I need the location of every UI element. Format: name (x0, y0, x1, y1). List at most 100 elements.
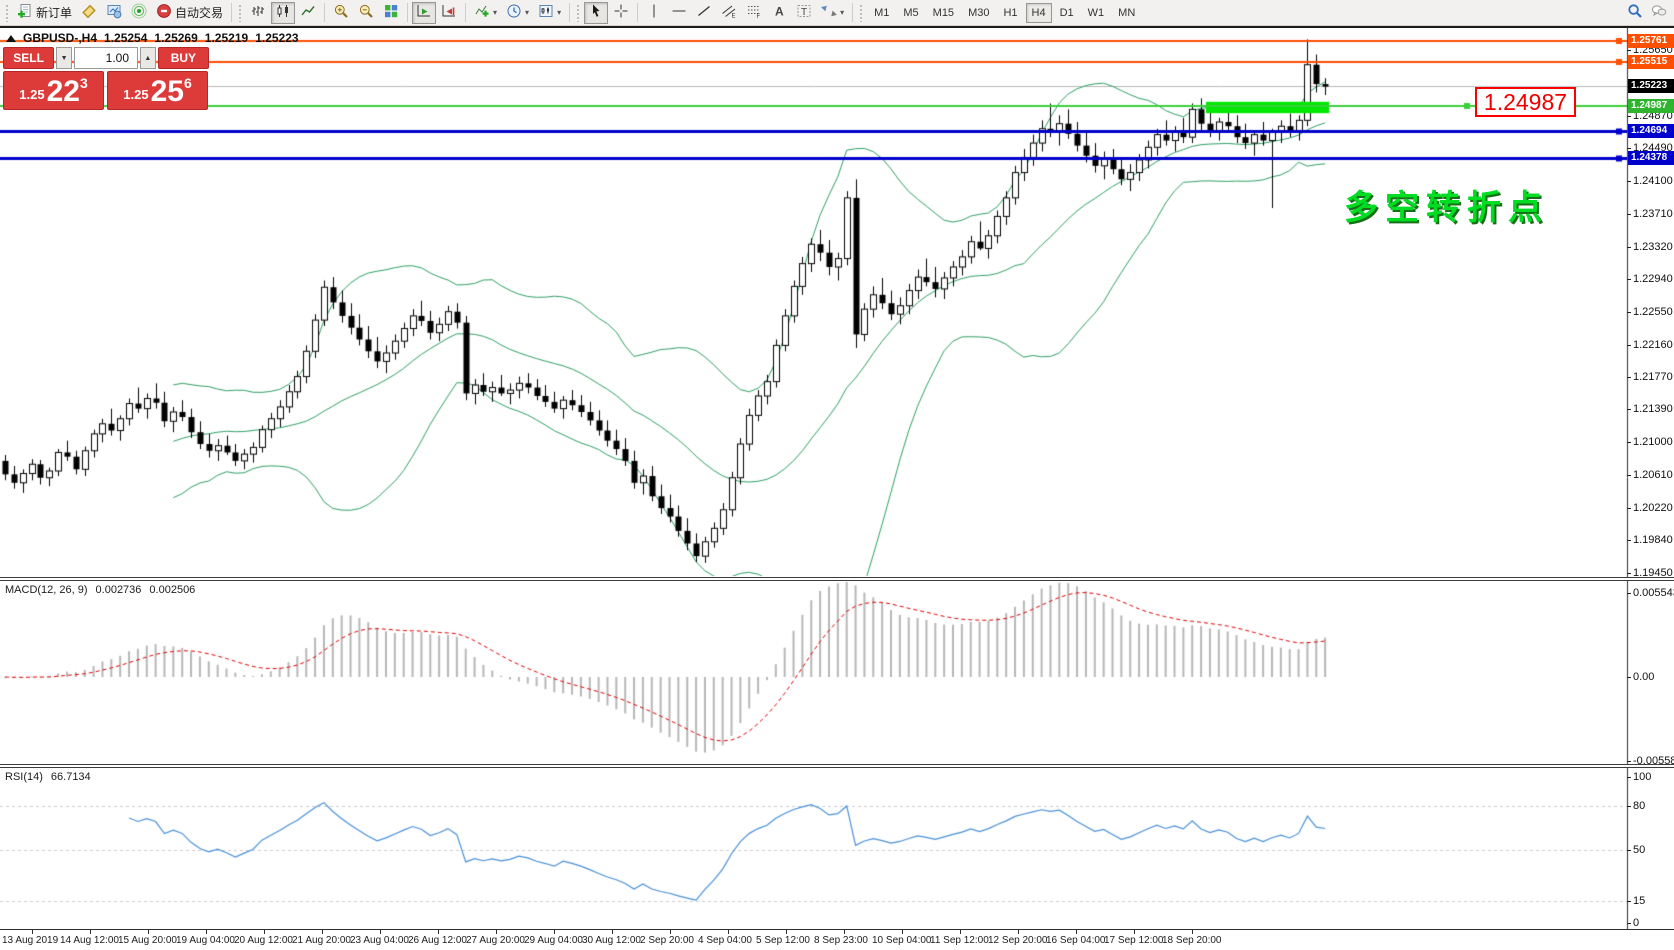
macd-tick-label: 0.005543 (1633, 587, 1674, 599)
window-collapse-icon[interactable] (6, 34, 16, 42)
date-tick (554, 930, 555, 934)
price-tick-label: 1.22940 (1633, 272, 1673, 285)
axis-tick (1627, 850, 1631, 851)
buy-price-prefix: 1.25 (123, 87, 149, 102)
turning-point-text: 多空转折点 (1344, 189, 1549, 227)
volume-input[interactable] (74, 47, 138, 69)
date-tick (90, 930, 91, 934)
date-label: 18 Sep 20:00 (1162, 935, 1222, 946)
axis-tick (1627, 246, 1631, 248)
date-tick (322, 930, 323, 934)
sell-price-box[interactable]: 1.25 22 3 (3, 71, 104, 110)
price-tick-label: 1.24100 (1633, 175, 1673, 188)
price-callout-box: 1.24987 (1475, 87, 1576, 117)
date-tick (960, 930, 961, 934)
rsi-panel-splitter[interactable] (0, 764, 1674, 768)
date-label: 15 Aug 20:00 (118, 935, 177, 946)
axis-tick (1627, 409, 1631, 411)
rsi-tick-label: 100 (1633, 771, 1652, 783)
price-tick-label: 1.19840 (1633, 534, 1673, 547)
axis-tick (1627, 677, 1631, 678)
date-tick (148, 930, 149, 934)
date-label: 13 Aug 2019 (2, 935, 59, 946)
macd-name: MACD(12, 26, 9) (5, 584, 88, 596)
buy-price-sup: 6 (183, 75, 192, 91)
price-tick-label: 1.19450 (1633, 567, 1673, 579)
axis-tick (1627, 923, 1631, 924)
date-tick (1192, 930, 1193, 934)
rsi-tick-label: 50 (1633, 844, 1646, 856)
volume-increase-button[interactable]: ▲ (140, 47, 156, 69)
axis-tick (1627, 475, 1631, 477)
macd-indicator-label: MACD(12, 26, 9) 0.002736 0.002506 (5, 584, 195, 596)
axis-tick (1627, 213, 1631, 215)
axis-tick (1627, 377, 1631, 379)
rsi-tick-label: 15 (1633, 895, 1646, 908)
ohlc-open: 1.25254 (104, 31, 148, 45)
rsi-tick-label: 80 (1633, 800, 1646, 813)
ohlc-low: 1.25219 (204, 31, 249, 45)
macd-tick-label: 0.00 (1633, 671, 1655, 683)
axis-tick (1627, 901, 1631, 903)
price-tag: 1.24694 (1628, 123, 1674, 138)
date-tick (786, 930, 787, 934)
date-tick (728, 930, 729, 934)
buy-price-box[interactable]: 1.25 25 6 (107, 71, 208, 110)
buy-button[interactable]: BUY (157, 47, 209, 69)
macd-panel-splitter[interactable] (0, 577, 1674, 581)
axis-tick (1627, 148, 1631, 150)
axis-tick (1627, 573, 1631, 574)
date-tick (1076, 930, 1077, 934)
price-tag: 1.24987 (1628, 99, 1674, 114)
axis-tick (1627, 181, 1631, 183)
axis-tick (1627, 50, 1631, 52)
volume-decrease-button[interactable]: ▼ (56, 47, 72, 69)
price-tick-label: 1.21390 (1633, 403, 1673, 416)
axis-tick (1627, 777, 1631, 778)
axis-tick (1627, 278, 1631, 280)
price-tick-label: 1.23320 (1633, 240, 1673, 253)
axis-tick (1627, 508, 1631, 510)
price-tick-label: 1.21000 (1633, 436, 1673, 449)
macd-signal-value: 0.002506 (149, 584, 196, 596)
date-label: 26 Aug 12:00 (408, 935, 467, 946)
price-tick-label: 1.22550 (1633, 305, 1673, 318)
date-label: 12 Sep 20:00 (988, 935, 1048, 946)
price-tick-label: 1.20610 (1633, 469, 1673, 482)
axis-tick (1627, 311, 1631, 313)
date-label: 8 Sep 23:00 (814, 935, 868, 946)
date-label: 14 Aug 12:00 (60, 935, 119, 946)
sell-price-main: 22 (46, 75, 80, 108)
price-tick-label: 1.21770 (1633, 371, 1673, 384)
macd-tick-label: -0.005583 (1633, 754, 1674, 767)
price-tag: 1.25761 (1628, 34, 1674, 48)
date-label: 2 Sep 20:00 (640, 935, 694, 946)
symbol-period-label: GBPUSD-,H4 (23, 31, 98, 45)
date-label: 30 Aug 12:00 (582, 935, 641, 946)
date-label: 5 Sep 12:00 (756, 935, 810, 946)
price-tag: 1.25515 (1628, 54, 1674, 69)
rsi-tick-label: 0 (1633, 917, 1640, 929)
date-label: 23 Aug 04:00 (350, 935, 409, 946)
date-tick (32, 930, 33, 934)
ohlc-high: 1.25269 (154, 31, 198, 45)
date-label: 16 Sep 04:00 (1046, 935, 1106, 946)
date-tick (264, 930, 265, 934)
axis-tick (1627, 593, 1631, 594)
date-label: 17 Sep 12:00 (1104, 935, 1164, 946)
date-tick (844, 930, 845, 934)
date-label: 27 Aug 20:00 (466, 935, 525, 946)
rsi-value: 66.7134 (50, 771, 91, 783)
date-tick (1018, 930, 1019, 934)
date-tick (438, 930, 439, 934)
date-tick (496, 930, 497, 934)
sell-price-sup: 3 (79, 75, 88, 91)
price-tag: 1.24378 (1628, 150, 1674, 165)
sell-button[interactable]: SELL (3, 47, 55, 69)
axis-tick (1627, 806, 1631, 808)
rsi-name: RSI(14) (5, 771, 43, 783)
axis-tick (1627, 540, 1631, 542)
chart-header: GBPUSD-,H4 1.25254 1.25269 1.25219 1.252… (6, 31, 299, 45)
